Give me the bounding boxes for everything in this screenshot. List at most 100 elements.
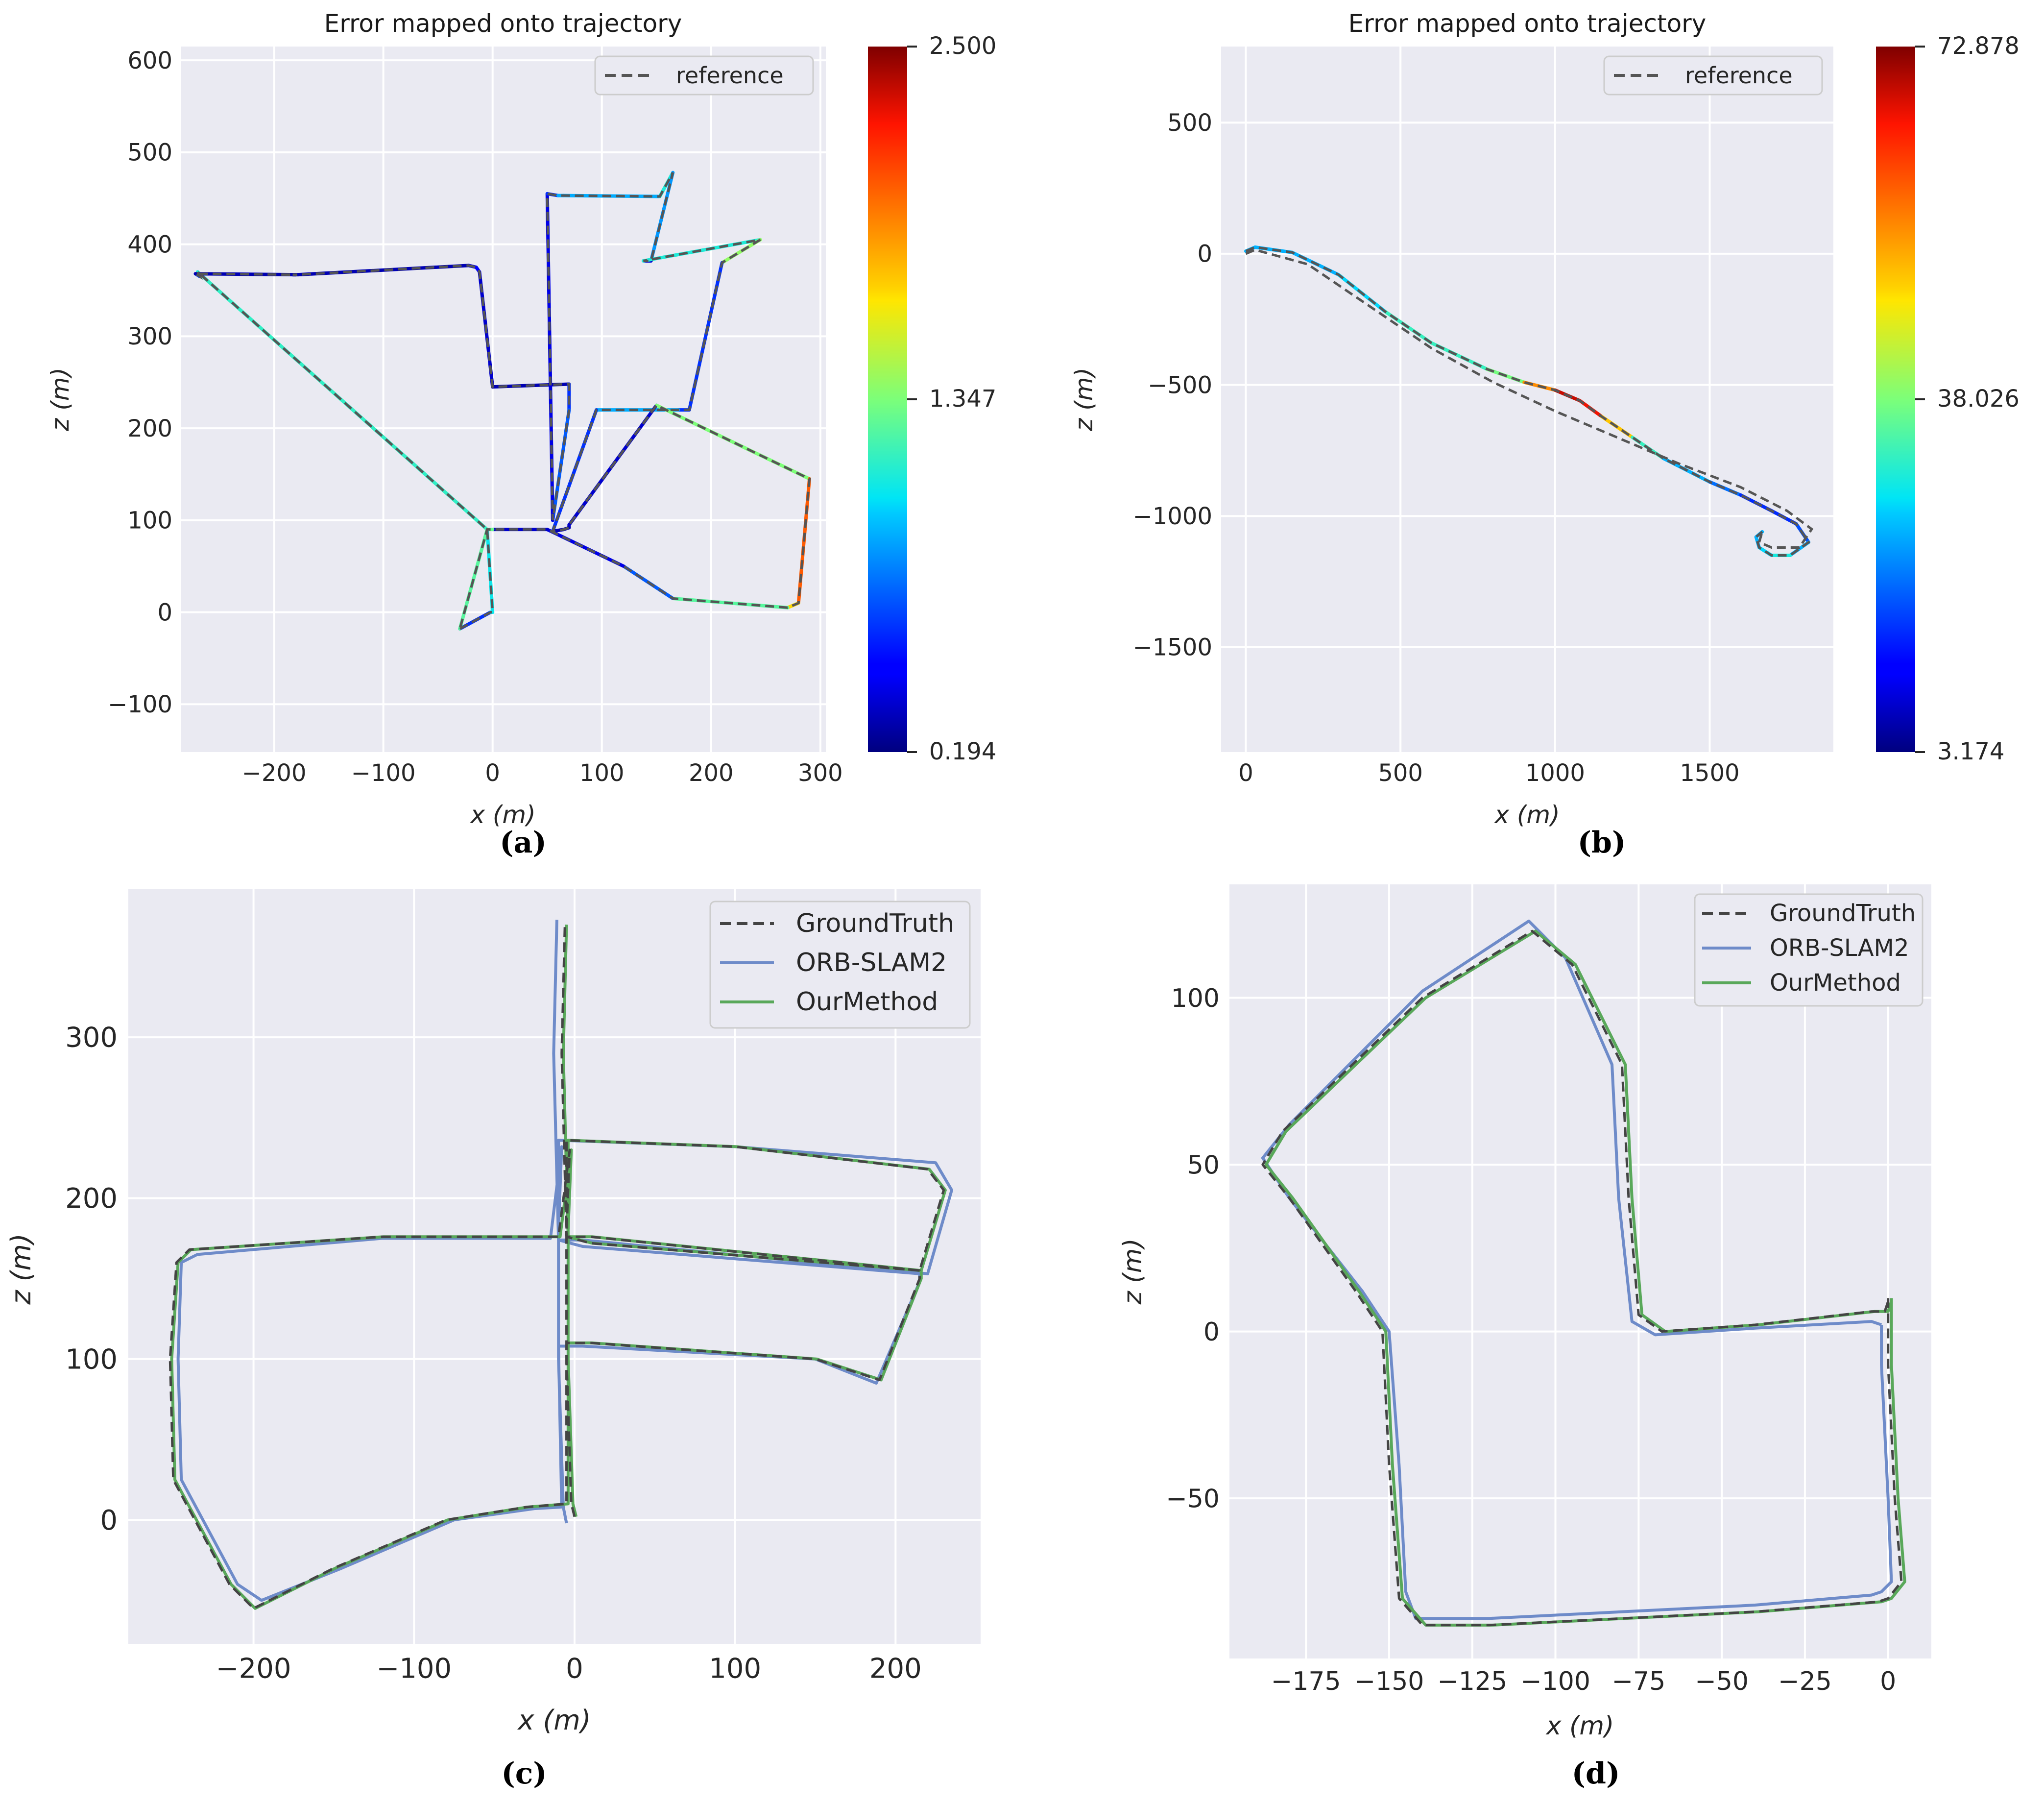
ytick-label-d-2: 50: [1187, 1150, 1220, 1180]
legend-c-frame: [709, 901, 971, 1029]
reference-line-a-0: [191, 172, 811, 630]
panel-label-b: (b): [1578, 826, 1626, 860]
ytick-label-d-3: 100: [1171, 984, 1220, 1013]
series-d-orbslam2: [1261, 919, 1893, 1620]
xtick-label-c-4: 200: [869, 1653, 922, 1685]
axes-c-yticks: 0 100 200 300: [65, 1022, 118, 1536]
axes-d-xticks: −175 −150 −125 −100 −75 −50 −25 0: [1271, 1667, 1896, 1696]
legend-d-frame: [1694, 893, 1924, 1007]
axes-d-yticks: −50 0 50 100: [1166, 984, 1220, 1514]
legend-a-frame: [594, 55, 814, 96]
xlabel-b: x (m): [1493, 801, 1560, 829]
legend-c-ourmethod-label: OurMethod: [796, 987, 938, 1017]
axes-d-plot: [1261, 919, 1906, 1627]
colorbar-a: 2.500 1.347 0.194: [868, 32, 996, 765]
ytick-label-a-1: 0: [157, 599, 172, 626]
axes-b-plot: [1244, 245, 1814, 558]
ytick-label-a-3: 200: [127, 415, 172, 442]
ytick-label-b-0: −1500: [1133, 634, 1212, 661]
ytick-label-a-0: −100: [108, 691, 172, 718]
ytick-label-a-2: 100: [127, 507, 172, 535]
colorbar-a-label-max: 2.500: [929, 32, 996, 60]
trajectory-segment-a-39: [545, 528, 625, 568]
ytick-label-d-0: −50: [1166, 1484, 1220, 1513]
colorbar-b-label-max: 72.878: [1937, 32, 2020, 60]
xtick-label-a-0: −200: [242, 759, 307, 787]
axes-b-yticks: −1500 −1000 −500 0 500: [1133, 109, 1212, 661]
colorbar-a-gradient: [868, 47, 907, 752]
xlabel-c: x (m): [517, 1705, 591, 1736]
reference-line-b-0: [1245, 245, 1810, 557]
ylabel-c: z (m): [5, 1233, 37, 1305]
xtick-label-d-7: 0: [1880, 1667, 1896, 1696]
panel-label-a: (a): [500, 826, 547, 860]
ytick-label-b-4: 500: [1167, 109, 1212, 137]
legend-d: GroundTruth ORB-SLAM2 OurMethod: [1694, 893, 1924, 1007]
xlabel-d: x (m): [1545, 1711, 1614, 1741]
legend-c-orbslam2-label: ORB-SLAM2: [796, 948, 947, 977]
ytick-label-a-6: 500: [127, 139, 172, 167]
ylabel-b: z (m): [1070, 367, 1098, 432]
panel-label-d: (d): [1572, 1756, 1620, 1791]
colorbar-a-label-mid: 1.347: [929, 385, 996, 413]
colorbar-b-label-mid: 38.026: [1937, 385, 2020, 413]
xtick-label-c-1: −100: [376, 1653, 452, 1685]
ytick-label-c-3: 300: [65, 1022, 118, 1054]
series-c-orbslam2: [176, 920, 954, 1602]
xtick-label-d-5: −50: [1695, 1667, 1749, 1696]
xtick-label-a-5: 300: [798, 759, 843, 787]
colorbar-b: 72.878 38.026 3.174: [1876, 32, 2020, 765]
ytick-label-c-0: 0: [100, 1505, 118, 1536]
xtick-label-a-2: 0: [485, 759, 500, 787]
xtick-label-d-1: −150: [1354, 1667, 1424, 1696]
ylabel-d: z (m): [1118, 1238, 1148, 1305]
legend-d-orbslam2-label: ORB-SLAM2: [1770, 934, 1909, 962]
series-d-groundtruth: [1261, 929, 1903, 1627]
ytick-label-a-5: 400: [127, 231, 172, 258]
xtick-label-c-2: 0: [566, 1653, 583, 1685]
axes-b-grid: [1221, 47, 1833, 752]
legend-c: GroundTruth ORB-SLAM2 OurMethod: [709, 901, 971, 1029]
legend-a-reference-label: reference: [676, 62, 784, 89]
xtick-label-d-4: −75: [1611, 1667, 1665, 1696]
xtick-label-b-2: 1000: [1525, 759, 1585, 787]
ytick-label-b-1: −1000: [1133, 503, 1212, 530]
legend-b: reference: [1603, 55, 1823, 96]
axes-a-plot: [191, 171, 812, 631]
xtick-label-c-0: −200: [216, 1653, 291, 1685]
panel-d: −175 −150 −125 −100 −75 −50 −25 0 −50 0 50 100 x (…: [1118, 884, 1931, 1791]
series-d-ourmethod: [1264, 929, 1906, 1627]
xtick-label-b-1: 500: [1378, 759, 1423, 787]
ytick-label-a-7: 600: [127, 47, 172, 74]
title-b: Error mapped onto trajectory: [1348, 9, 1707, 38]
axes-b-xticks: 0 500 1000 1500: [1238, 759, 1739, 787]
xtick-label-d-2: −125: [1437, 1667, 1507, 1696]
xtick-label-b-3: 1500: [1680, 759, 1739, 787]
ytick-label-c-2: 200: [65, 1183, 118, 1215]
panel-b: 0 500 1000 1500 −1500 −1000 −500 0 500 Error ma…: [1070, 9, 2020, 860]
xtick-label-a-1: −100: [351, 759, 416, 787]
axes-a-grid: [181, 47, 826, 752]
colorbar-b-label-min: 3.174: [1937, 738, 2004, 765]
axes-a-background: [181, 47, 826, 752]
xtick-label-c-3: 100: [709, 1653, 761, 1685]
colorbar-a-label-min: 0.194: [929, 738, 996, 765]
ytick-label-c-1: 100: [65, 1343, 118, 1375]
xtick-label-d-0: −175: [1271, 1667, 1341, 1696]
title-a: Error mapped onto trajectory: [324, 9, 682, 38]
ytick-label-d-1: 0: [1203, 1317, 1220, 1347]
ytick-label-a-4: 300: [127, 323, 172, 350]
series-c-groundtruth: [168, 925, 945, 1610]
xtick-label-d-6: −25: [1778, 1667, 1832, 1696]
axes-c-plot: [168, 920, 954, 1610]
trajectory-segment-a-2: [485, 528, 495, 614]
legend-d-groundtruth-label: GroundTruth: [1770, 900, 1916, 927]
ylabel-a: z (m): [46, 367, 74, 432]
legend-c-groundtruth-label: GroundTruth: [796, 909, 954, 938]
ytick-label-b-2: −500: [1148, 371, 1212, 399]
panel-label-c: (c): [501, 1756, 547, 1791]
panel-a: −200 −100 0 100 200 300 −100 0 100 200 300 400 500 6…: [46, 9, 996, 860]
legend-b-reference-label: reference: [1685, 62, 1793, 89]
axes-a-yticks: −100 0 100 200 300 400 500 600: [108, 47, 172, 718]
